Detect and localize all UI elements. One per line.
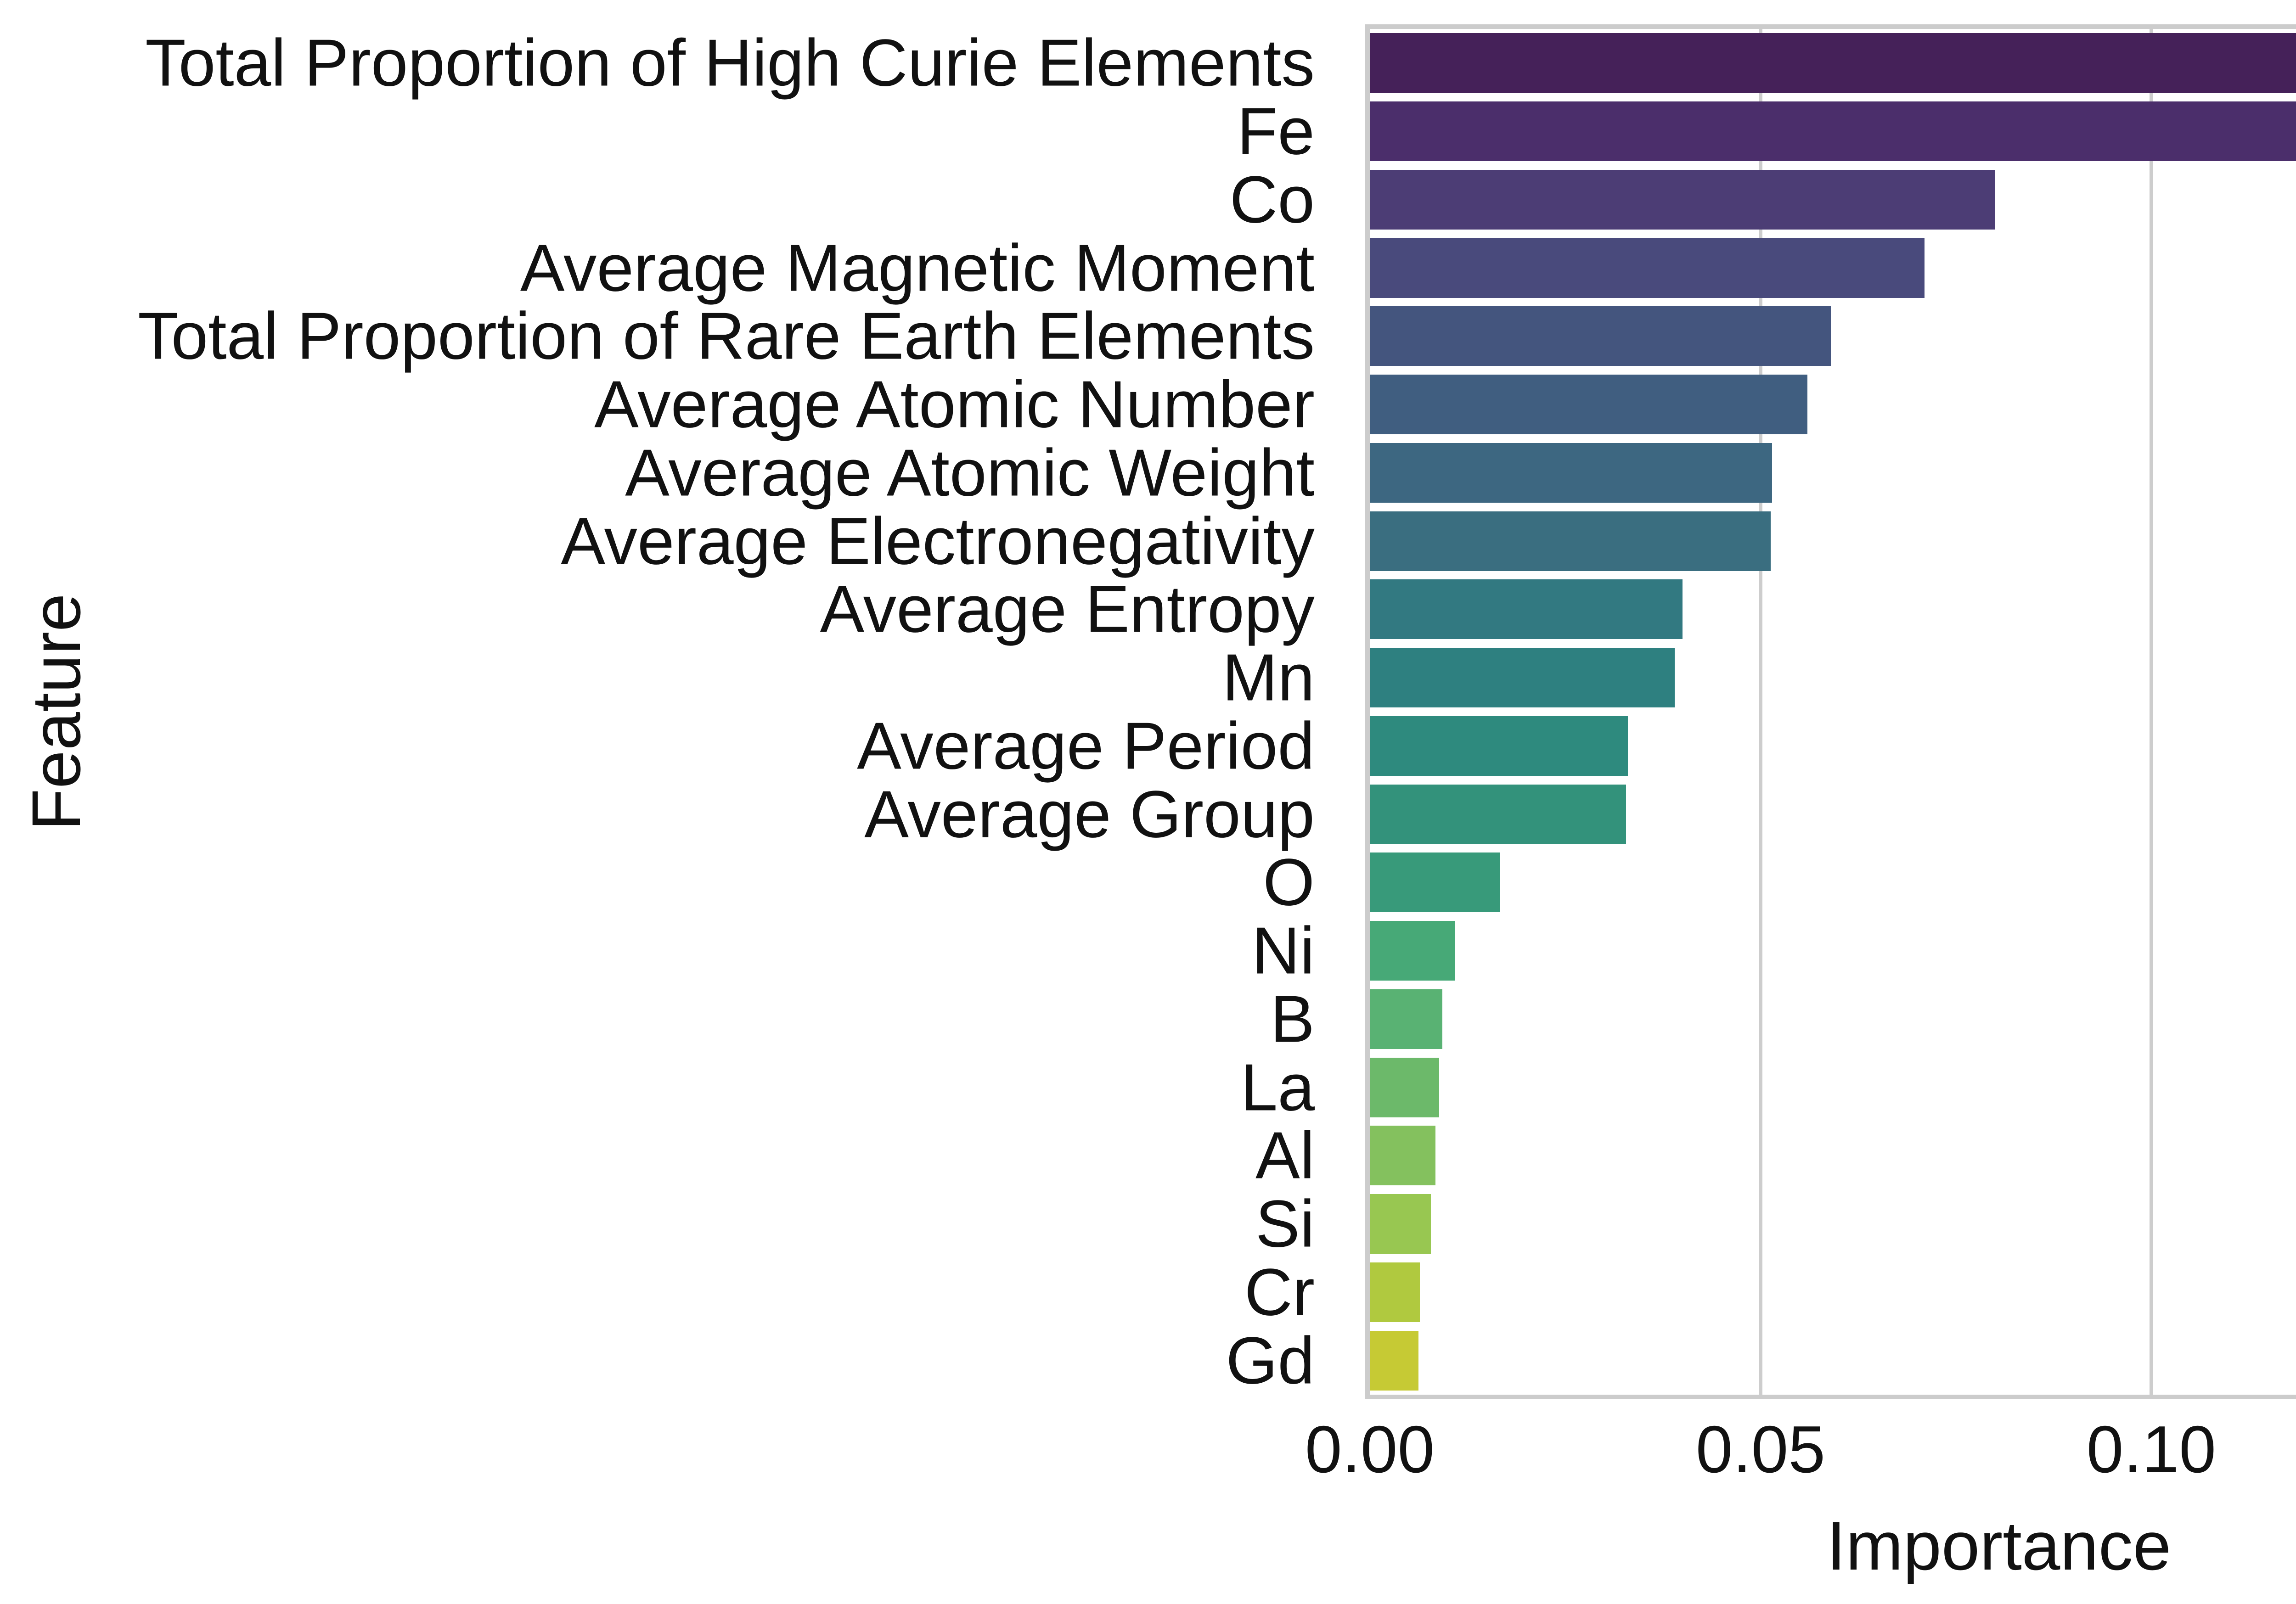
gridline [1758, 29, 1762, 1395]
x-tick-label: 0.00 [1305, 1412, 1435, 1486]
bar-row [1370, 1326, 2296, 1395]
bar [1370, 238, 1925, 298]
bar [1370, 648, 1675, 708]
bar-row [1370, 985, 2296, 1054]
bar [1370, 1330, 1418, 1391]
bar [1370, 1194, 1431, 1254]
bar-row [1370, 507, 2296, 575]
x-tick-label: 0.05 [1695, 1412, 1826, 1486]
bar-row [1370, 575, 2296, 644]
bar-row [1370, 1258, 2296, 1327]
bar [1370, 989, 1443, 1049]
y-tick-label: Average Atomic Weight [625, 435, 1315, 510]
bar-row [1370, 848, 2296, 917]
y-tick-label: Si [1255, 1186, 1315, 1261]
bar-row [1370, 302, 2296, 370]
bar [1370, 511, 1771, 571]
bar [1370, 443, 1773, 503]
gridlines [1370, 29, 2296, 1395]
y-tick-label: Co [1229, 162, 1315, 237]
bars-layer [1370, 29, 2296, 1395]
bar [1370, 375, 1808, 435]
bar-row [1370, 370, 2296, 439]
bar-row [1370, 97, 2296, 166]
y-tick-label: Mn [1222, 640, 1315, 715]
bar-row [1370, 1190, 2296, 1258]
bar [1370, 1126, 1435, 1186]
y-tick-label: Gd [1226, 1323, 1315, 1398]
y-axis-title: Feature [17, 593, 95, 831]
bar-row [1370, 234, 2296, 302]
bar-row [1370, 439, 2296, 507]
bar-row [1370, 644, 2296, 712]
y-tick-label: Average Group [864, 777, 1315, 852]
y-tick-label: Average Atomic Number [594, 367, 1315, 442]
bar-row [1370, 29, 2296, 97]
x-axis-title: Importance [1826, 1507, 2172, 1584]
bar [1370, 784, 1626, 844]
y-tick-label: Al [1255, 1118, 1315, 1193]
bar-row [1370, 1053, 2296, 1122]
bar-row [1370, 780, 2296, 848]
bar [1370, 921, 1455, 981]
bar [1370, 101, 2296, 162]
x-tick-label: 0.10 [2086, 1412, 2216, 1486]
bar [1370, 716, 1628, 776]
y-tick-label: Average Magnetic Moment [520, 230, 1315, 305]
bar-row [1370, 166, 2296, 234]
bar [1370, 1262, 1420, 1322]
y-tick-label: B [1270, 981, 1315, 1056]
y-axis-tick-labels: Total Proportion of High Curie Elements F… [0, 29, 1340, 1395]
bar [1370, 33, 2296, 93]
y-tick-label: Total Proportion of High Curie Elements [145, 25, 1315, 100]
bar [1370, 169, 1995, 230]
y-tick-label: Fe [1237, 94, 1315, 168]
plot-area [1365, 24, 2296, 1399]
bar [1370, 852, 1500, 913]
bar-row [1370, 712, 2296, 780]
y-tick-label: Total Proportion of Rare Earth Elements [138, 298, 1315, 373]
y-tick-label: La [1240, 1050, 1315, 1125]
y-tick-label: Average Entropy [820, 572, 1315, 646]
bar-row [1370, 1122, 2296, 1190]
bar [1370, 306, 1831, 366]
y-tick-label: Average Period [857, 708, 1315, 783]
y-tick-label: O [1263, 845, 1315, 920]
y-tick-label: Ni [1252, 913, 1315, 988]
y-tick-label: Average Electronegativity [561, 504, 1315, 578]
bar [1370, 1057, 1440, 1117]
gridline [2149, 29, 2153, 1395]
bar-row [1370, 917, 2296, 985]
bar [1370, 579, 1683, 639]
y-tick-label: Cr [1244, 1255, 1315, 1329]
